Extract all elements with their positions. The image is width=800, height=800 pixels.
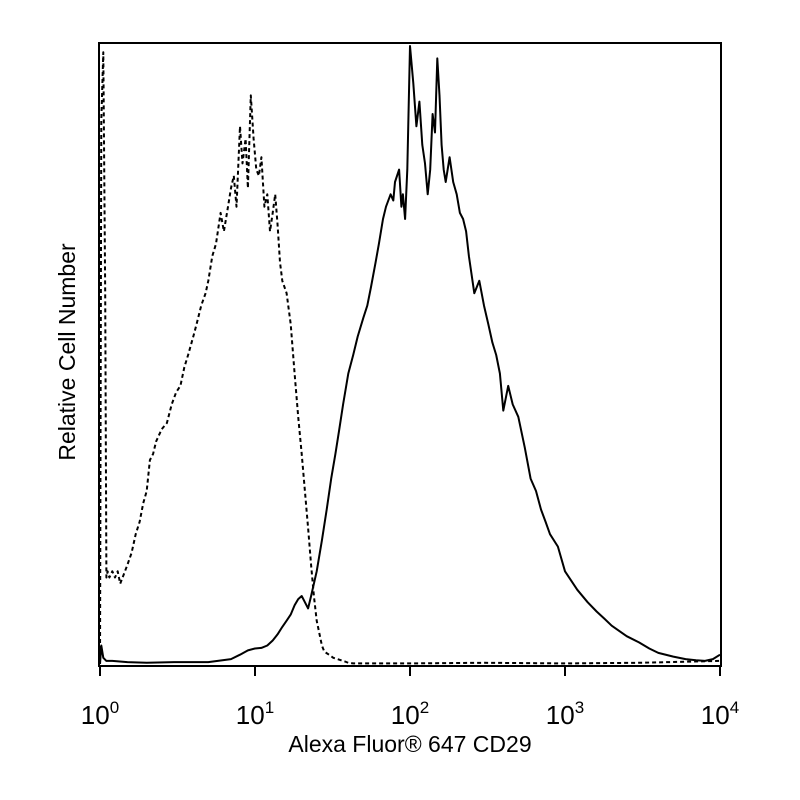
x-tick-label-base: 10 bbox=[236, 700, 265, 730]
x-tick-label: 100 bbox=[81, 698, 119, 730]
x-tick-label-exponent: 3 bbox=[575, 698, 584, 717]
x-tick-label: 104 bbox=[701, 698, 739, 730]
plot-frame bbox=[98, 42, 722, 667]
x-tick-label-exponent: 2 bbox=[420, 698, 429, 717]
series-layer bbox=[99, 45, 721, 665]
x-tick-label: 102 bbox=[391, 698, 429, 730]
x-tick-label-exponent: 0 bbox=[110, 698, 119, 717]
x-tick-label-base: 10 bbox=[391, 700, 420, 730]
x-tick-label-exponent: 1 bbox=[265, 698, 274, 717]
x-axis-ticks: 100 101 102 103 104 bbox=[81, 666, 739, 730]
x-axis-title: Alexa Fluor® 647 CD29 bbox=[288, 731, 531, 757]
x-tick-label: 101 bbox=[236, 698, 274, 730]
isotype-control-series-line bbox=[99, 51, 721, 665]
x-tick-label-base: 10 bbox=[546, 700, 575, 730]
x-tick-label-exponent: 4 bbox=[730, 698, 739, 717]
x-tick-label-base: 10 bbox=[81, 700, 110, 730]
y-axis-title: Relative Cell Number bbox=[54, 243, 80, 461]
cd29-stained-series-line bbox=[99, 45, 721, 665]
x-tick-label-base: 10 bbox=[701, 700, 730, 730]
x-tick-label: 103 bbox=[546, 698, 584, 730]
plot-area bbox=[98, 42, 722, 667]
